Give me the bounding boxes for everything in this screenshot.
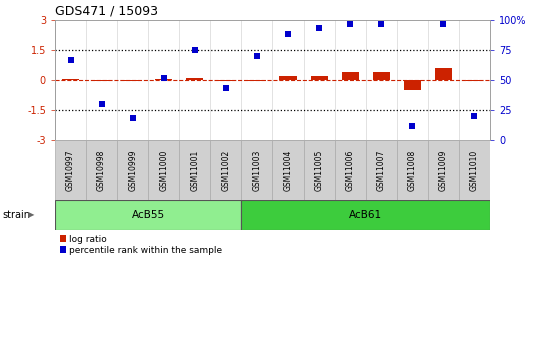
Bar [217, 80, 235, 81]
Bar [55, 200, 242, 230]
Text: AcB55: AcB55 [132, 210, 165, 220]
Bar [428, 140, 459, 200]
Bar [466, 80, 483, 81]
Text: GSM11001: GSM11001 [190, 149, 199, 191]
Bar [435, 68, 452, 80]
Point [284, 32, 292, 37]
Text: GSM11002: GSM11002 [222, 149, 230, 191]
Point [66, 57, 75, 62]
Bar [62, 79, 79, 80]
Point [377, 21, 386, 26]
Point [253, 53, 261, 59]
Text: GDS471 / 15093: GDS471 / 15093 [55, 5, 158, 18]
Bar [155, 79, 172, 80]
Text: GSM11000: GSM11000 [159, 149, 168, 191]
Text: GSM11005: GSM11005 [315, 149, 324, 191]
Bar [310, 76, 328, 80]
Point [408, 123, 416, 128]
Bar [93, 80, 110, 81]
Bar [86, 140, 117, 200]
Bar [342, 72, 359, 80]
Text: GSM10999: GSM10999 [128, 149, 137, 191]
Text: GSM11006: GSM11006 [346, 149, 355, 191]
Text: GSM10998: GSM10998 [97, 149, 106, 191]
Bar [459, 140, 490, 200]
Point [190, 47, 199, 53]
Text: GSM11010: GSM11010 [470, 149, 479, 191]
Bar [397, 140, 428, 200]
Point [346, 21, 355, 26]
Legend: log ratio, percentile rank within the sample: log ratio, percentile rank within the sa… [60, 235, 223, 255]
Text: GSM11008: GSM11008 [408, 149, 417, 191]
Point [439, 21, 448, 26]
Bar [373, 72, 390, 80]
Text: AcB61: AcB61 [349, 210, 383, 220]
Text: GSM11003: GSM11003 [252, 149, 261, 191]
Point [470, 113, 479, 119]
Text: GSM11004: GSM11004 [284, 149, 293, 191]
Text: GSM10997: GSM10997 [66, 149, 75, 191]
Bar [335, 140, 366, 200]
Bar [179, 140, 210, 200]
Text: GSM11009: GSM11009 [439, 149, 448, 191]
Bar [280, 76, 296, 80]
Bar [249, 80, 266, 81]
Bar [148, 140, 179, 200]
Bar [242, 140, 273, 200]
Bar [404, 80, 421, 90]
Bar [366, 140, 397, 200]
Bar [242, 200, 490, 230]
Point [222, 86, 230, 91]
Point [315, 26, 323, 31]
Bar [117, 140, 148, 200]
Point [129, 116, 137, 121]
Bar [303, 140, 335, 200]
Bar [210, 140, 242, 200]
Text: GSM11007: GSM11007 [377, 149, 386, 191]
Text: strain: strain [3, 210, 31, 220]
Bar [55, 140, 86, 200]
Text: ▶: ▶ [28, 210, 34, 219]
Point [159, 75, 168, 80]
Point [97, 101, 106, 107]
Bar [186, 78, 203, 80]
Bar [273, 140, 303, 200]
Bar [124, 80, 141, 81]
